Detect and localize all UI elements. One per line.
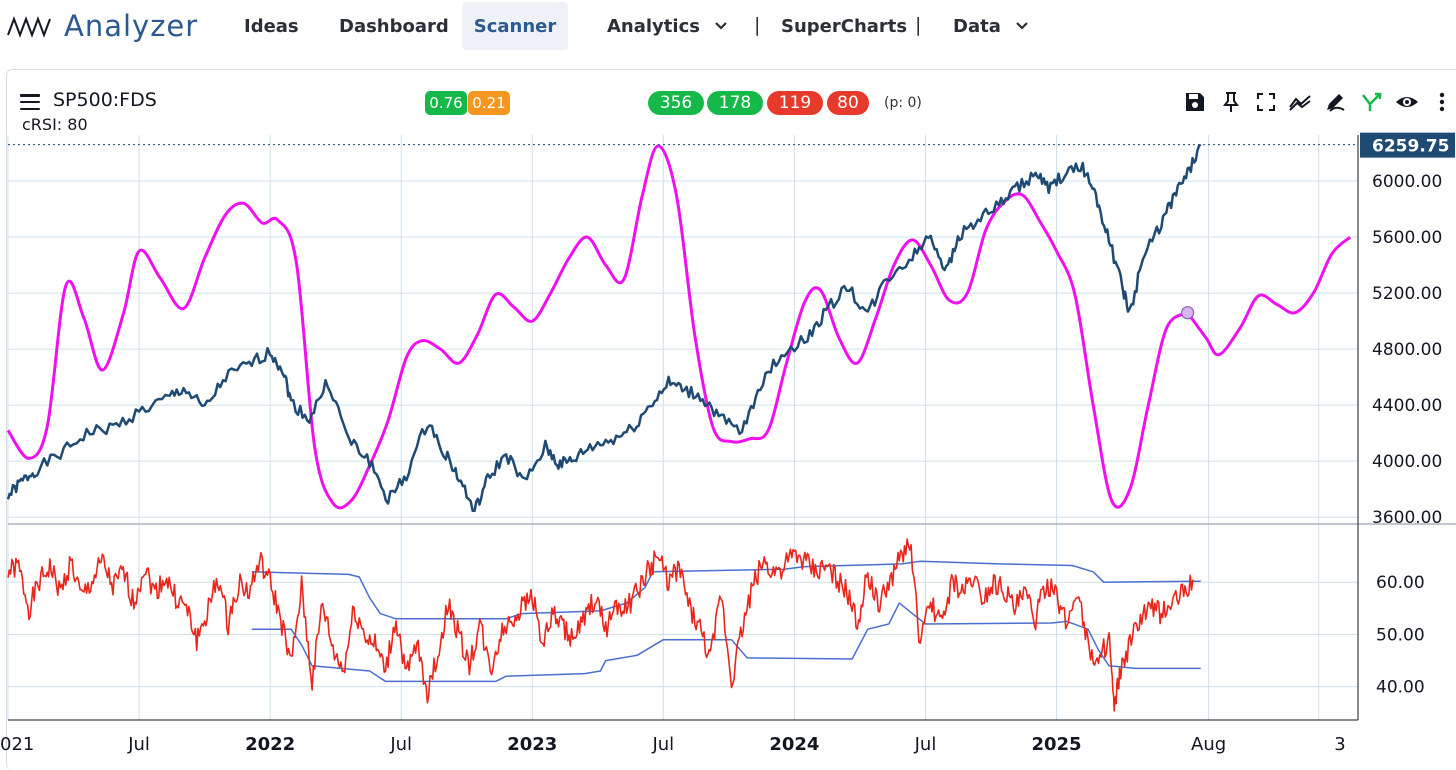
- p-value: (p: 0): [884, 95, 922, 111]
- branch-icon[interactable]: [1360, 90, 1384, 114]
- nav-dashboard[interactable]: Dashboard: [339, 15, 449, 37]
- x-tick-label: 2025: [1031, 734, 1081, 755]
- save-icon[interactable]: [1183, 90, 1207, 114]
- score-badge-green: 0.76: [425, 91, 467, 115]
- x-tick-label: 3: [1334, 734, 1345, 755]
- cycle-projection-line: [1186, 235, 1352, 357]
- grid: [7, 135, 1358, 720]
- last-price-tag: [1360, 132, 1455, 158]
- count-badge: 119: [767, 91, 823, 115]
- logo[interactable]: Analyzer: [6, 8, 198, 44]
- symbol-name[interactable]: SP500:FDS: [53, 89, 157, 111]
- last-price-label: 6259.75: [1372, 137, 1449, 157]
- score-badge-orange: 0.21: [468, 91, 510, 115]
- app-title: Analyzer: [64, 9, 199, 43]
- wave-logo-icon: [7, 16, 51, 38]
- nav-analytics[interactable]: Analytics: [607, 2, 728, 50]
- chevron-down-icon: [715, 22, 727, 30]
- x-tick-label: Jul: [914, 734, 937, 755]
- nav-ideas[interactable]: Ideas: [244, 15, 299, 37]
- y-tick-label: 4000.00: [1372, 452, 1442, 472]
- cycle-marker: [1181, 306, 1195, 320]
- y-tick-label: 40.00: [1376, 678, 1425, 698]
- y-tick-label: 6000.00: [1372, 172, 1442, 192]
- x-tick-label: Jul: [127, 734, 150, 755]
- x-tick-label: Jul: [389, 734, 412, 755]
- x-tick-label: Jul: [651, 734, 674, 755]
- y-tick-label: 60.00: [1376, 573, 1425, 593]
- x-tick-label: 2024: [769, 734, 819, 755]
- fullscreen-icon[interactable]: [1254, 90, 1278, 114]
- count-badge: 178: [707, 91, 763, 115]
- chart-panel: [6, 69, 1456, 770]
- price-line: [6, 143, 1202, 513]
- indicator-label: cRSI: 80: [22, 115, 88, 134]
- x-tick-label: 2023: [507, 734, 557, 755]
- count-badge: 356: [648, 91, 704, 115]
- chart-marks: [6, 143, 1358, 712]
- lower-band-line: [251, 602, 1201, 683]
- eye-icon[interactable]: [1395, 90, 1419, 114]
- cycle-line: [6, 144, 1189, 510]
- upper-band-line: [251, 560, 1201, 620]
- x-tick-label: 2022: [245, 734, 295, 755]
- count-badge: 80: [827, 91, 869, 115]
- axes: 6000.00 5600.00 5200.00 4800.00 4400.00 4000.…: [0, 132, 1456, 755]
- nav-analytics-label: Analytics: [607, 15, 700, 37]
- nav-data[interactable]: Data: [953, 2, 1029, 50]
- x-tick-label: Aug: [1191, 734, 1226, 755]
- nav-separator: |: [754, 14, 761, 36]
- menu-icon[interactable]: [20, 94, 40, 110]
- crsi-line: [7, 538, 1194, 712]
- y-tick-label: 4400.00: [1372, 396, 1442, 416]
- nav-data-label: Data: [953, 15, 1001, 37]
- top-nav: Analyzer Ideas Dashboard Scanner Analyti…: [0, 0, 1456, 52]
- pin-icon[interactable]: [1219, 90, 1243, 114]
- y-tick-label: 5200.00: [1372, 284, 1442, 304]
- trend-icon[interactable]: [1288, 90, 1312, 114]
- y-tick-label: 5600.00: [1372, 228, 1442, 248]
- y-tick-label: 4800.00: [1372, 340, 1442, 360]
- chevron-down-icon: [1016, 22, 1028, 30]
- x-tick-label: 021: [0, 734, 34, 755]
- nav-supercharts[interactable]: SuperCharts: [781, 15, 908, 37]
- draw-icon[interactable]: [1324, 90, 1348, 114]
- y-tick-label: 50.00: [1376, 625, 1425, 645]
- y-tick-label: 3600.00: [1372, 508, 1442, 528]
- more-icon[interactable]: [1430, 90, 1454, 114]
- nav-separator: |: [915, 14, 922, 36]
- nav-scanner[interactable]: Scanner: [462, 2, 568, 50]
